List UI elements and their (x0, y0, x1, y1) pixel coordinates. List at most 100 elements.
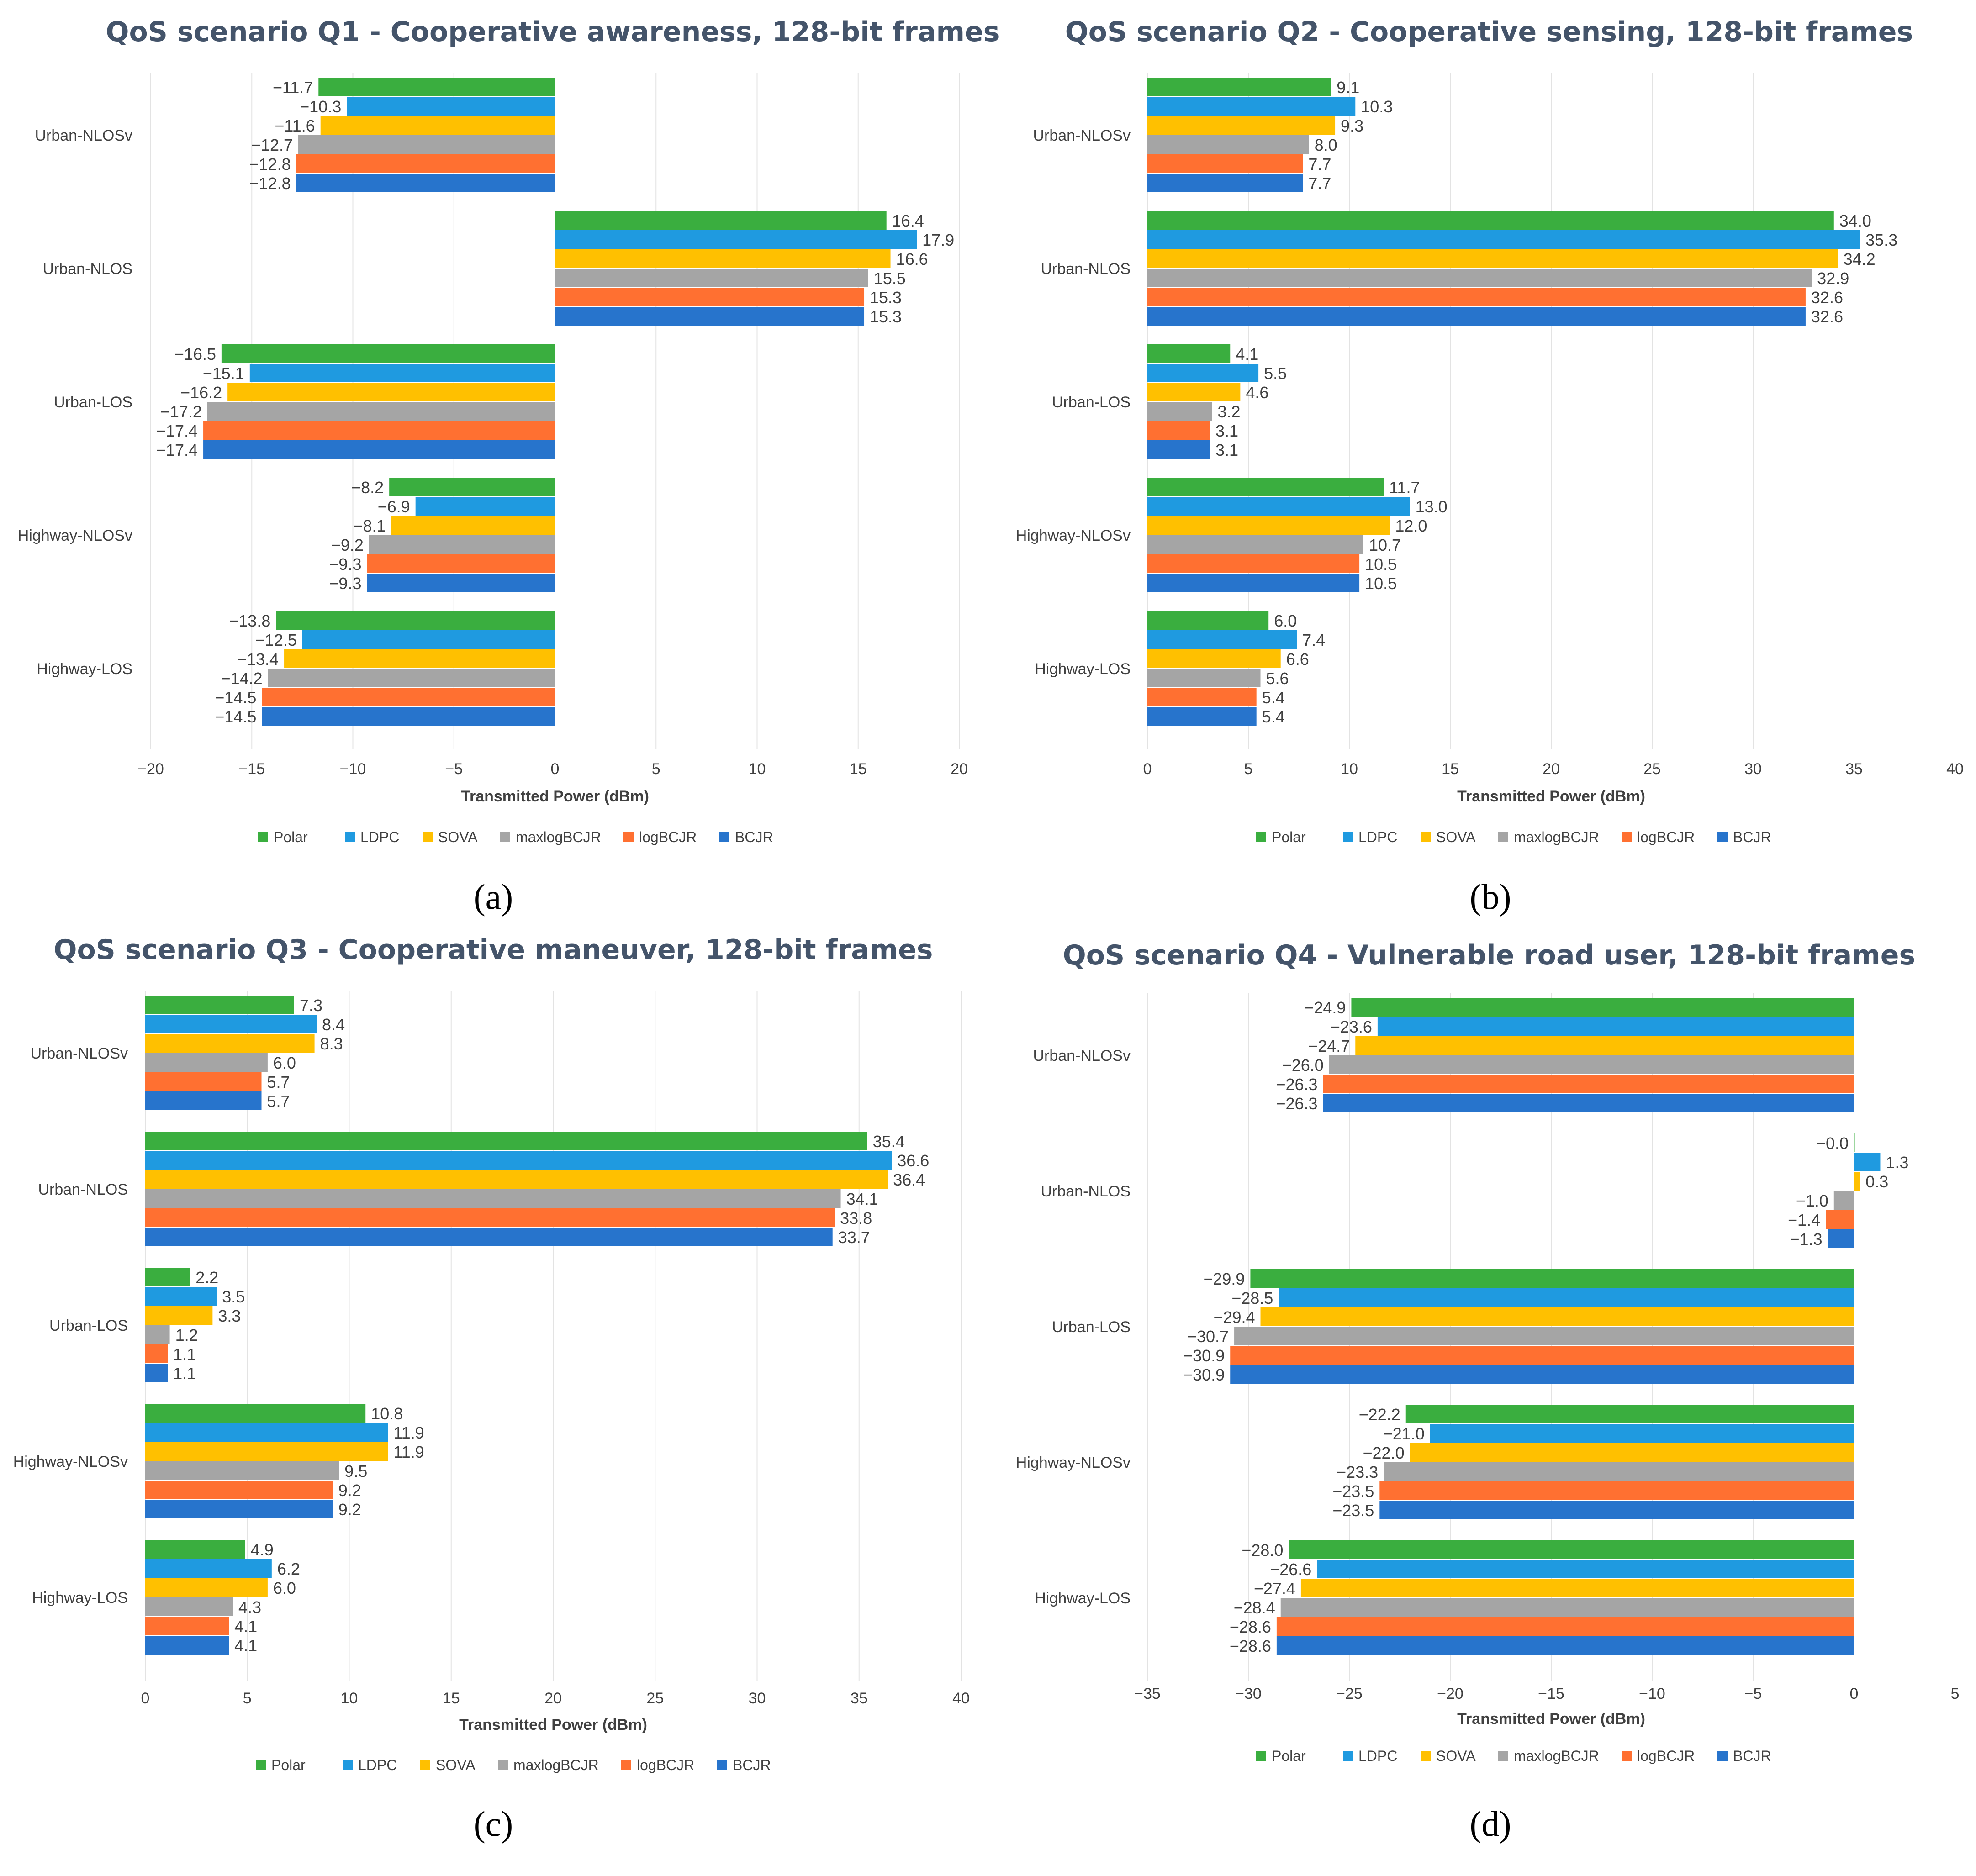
bar-sova-highway-nlosv (391, 516, 555, 535)
bar-ldpc-urban-nlos (555, 230, 917, 249)
bar-logbcjr-urban-nlosv (1147, 154, 1303, 173)
legend-label: Polar (274, 829, 308, 845)
bar-sova-urban-nlosv (1355, 1036, 1854, 1055)
legend-item-sova: SOVA (423, 829, 478, 845)
data-label: 5.5 (1264, 364, 1287, 383)
bar-logbcjr-highway-nlosv (1147, 554, 1360, 573)
legend-item-logbcjr: logBCJR (623, 829, 697, 845)
bar-maxlogbcjr-highway-nlosv (1384, 1462, 1854, 1481)
legend-item-bcjr: BCJR (1717, 1748, 1771, 1764)
bar-polar-urban-nlosv (1147, 78, 1331, 96)
panel-caption: (a) (474, 877, 513, 917)
category-label: Urban-NLOSv (1033, 1047, 1131, 1064)
data-label: −21.0 (1383, 1424, 1425, 1443)
data-label: −28.0 (1242, 1541, 1283, 1560)
legend-item-maxlogbcjr: maxlogBCJR (498, 1757, 599, 1773)
data-label: 3.1 (1215, 422, 1238, 440)
data-label: −1.0 (1796, 1191, 1828, 1210)
data-label: −26.6 (1270, 1560, 1311, 1579)
data-label: −28.4 (1234, 1598, 1275, 1617)
bar-polar-urban-los (145, 1268, 190, 1286)
legend-swatch (717, 1760, 727, 1770)
chart-panel-3: QoS scenario Q3 - Cooperative maneuver, … (13, 934, 970, 1844)
data-label: 16.4 (892, 211, 924, 230)
bar-maxlogbcjr-urban-nlos (145, 1189, 841, 1208)
x-axis-title: Transmitted Power (dBm) (461, 788, 649, 805)
legend-swatch (719, 832, 729, 842)
bar-bcjr-urban-los (1147, 440, 1210, 459)
data-label: −13.4 (237, 650, 279, 669)
legend-swatch (1256, 1751, 1266, 1761)
data-label: −24.9 (1304, 998, 1346, 1017)
bar-ldpc-highway-nlosv (415, 497, 555, 516)
panel-caption: (c) (474, 1804, 513, 1844)
data-label: 15.3 (870, 307, 902, 326)
bar-sova-highway-nlosv (145, 1442, 388, 1461)
data-label: −26.3 (1276, 1075, 1317, 1094)
data-label: 32.6 (1811, 288, 1843, 307)
x-tick-label: 10 (1341, 760, 1358, 778)
legend-swatch (1498, 1751, 1508, 1761)
data-label: 4.1 (234, 1636, 257, 1655)
data-label: 8.3 (320, 1034, 343, 1053)
data-label: 36.6 (897, 1151, 929, 1170)
bar-logbcjr-urban-los (1230, 1346, 1854, 1365)
bar-bcjr-highway-nlosv (367, 574, 555, 592)
legend-label: BCJR (1733, 829, 1771, 845)
data-label: −12.7 (251, 136, 293, 154)
legend-label: maxlogBCJR (1514, 829, 1599, 845)
data-label: −23.5 (1332, 1482, 1374, 1501)
bar-sova-urban-nlos (1854, 1172, 1860, 1191)
x-tick-label: 0 (1850, 1685, 1859, 1702)
bar-logbcjr-highway-nlosv (1379, 1481, 1854, 1500)
data-label: 3.5 (222, 1287, 245, 1306)
bar-polar-urban-los (1250, 1269, 1854, 1288)
bar-logbcjr-urban-nlosv (1323, 1075, 1854, 1093)
data-label: −27.4 (1254, 1579, 1295, 1598)
bar-logbcjr-highway-nlosv (145, 1481, 333, 1499)
bar-ldpc-highway-nlosv (145, 1423, 388, 1442)
data-label: 6.0 (1274, 611, 1297, 630)
legend-swatch (420, 1760, 430, 1770)
x-tick-label: 15 (1442, 760, 1459, 778)
legend-item-polar: Polar (1256, 829, 1306, 845)
data-label: 5.7 (267, 1092, 290, 1111)
x-tick-label: 0 (551, 760, 560, 778)
chart-title: QoS scenario Q4 - Vulnerable road user, … (1063, 939, 1915, 971)
x-axis-title: Transmitted Power (dBm) (1457, 788, 1645, 805)
x-tick-label: 20 (544, 1690, 562, 1707)
bar-bcjr-urban-los (145, 1364, 168, 1382)
x-tick-label: −20 (1437, 1685, 1464, 1702)
data-label: 1.1 (173, 1345, 196, 1364)
legend-label: logBCJR (637, 1757, 694, 1773)
category-label: Highway-NLOSv (13, 1453, 128, 1470)
data-label: 10.7 (1369, 536, 1401, 554)
bar-maxlogbcjr-urban-los (145, 1325, 170, 1344)
legend-item-logbcjr: logBCJR (621, 1757, 694, 1773)
x-tick-label: 10 (749, 760, 766, 778)
x-tick-label: 15 (850, 760, 867, 778)
bar-sova-highway-los (284, 649, 555, 668)
bar-bcjr-urban-nlosv (1147, 174, 1303, 192)
data-label: 32.6 (1811, 307, 1843, 326)
category-label: Highway-NLOSv (18, 527, 132, 544)
bar-maxlogbcjr-highway-los (268, 669, 555, 687)
bar-ldpc-highway-nlosv (1147, 497, 1410, 516)
data-label: 6.2 (277, 1560, 300, 1578)
data-label: 0.3 (1865, 1172, 1888, 1191)
legend-swatch (1256, 832, 1266, 842)
x-tick-label: −15 (238, 760, 265, 778)
bar-maxlogbcjr-urban-nlosv (145, 1053, 268, 1072)
data-label: 12.0 (1395, 516, 1427, 535)
bar-ldpc-urban-los (145, 1287, 217, 1306)
legend-item-ldpc: LDPC (345, 829, 399, 845)
bar-polar-urban-los (1147, 344, 1231, 363)
legend-label: logBCJR (1637, 829, 1695, 845)
data-label: 7.4 (1302, 631, 1325, 649)
legend-item-maxlogbcjr: maxlogBCJR (500, 829, 601, 845)
data-label: −11.6 (275, 116, 315, 135)
bar-logbcjr-urban-nlos (145, 1208, 835, 1227)
data-label: 36.4 (893, 1170, 925, 1189)
x-tick-label: 25 (1643, 760, 1661, 778)
